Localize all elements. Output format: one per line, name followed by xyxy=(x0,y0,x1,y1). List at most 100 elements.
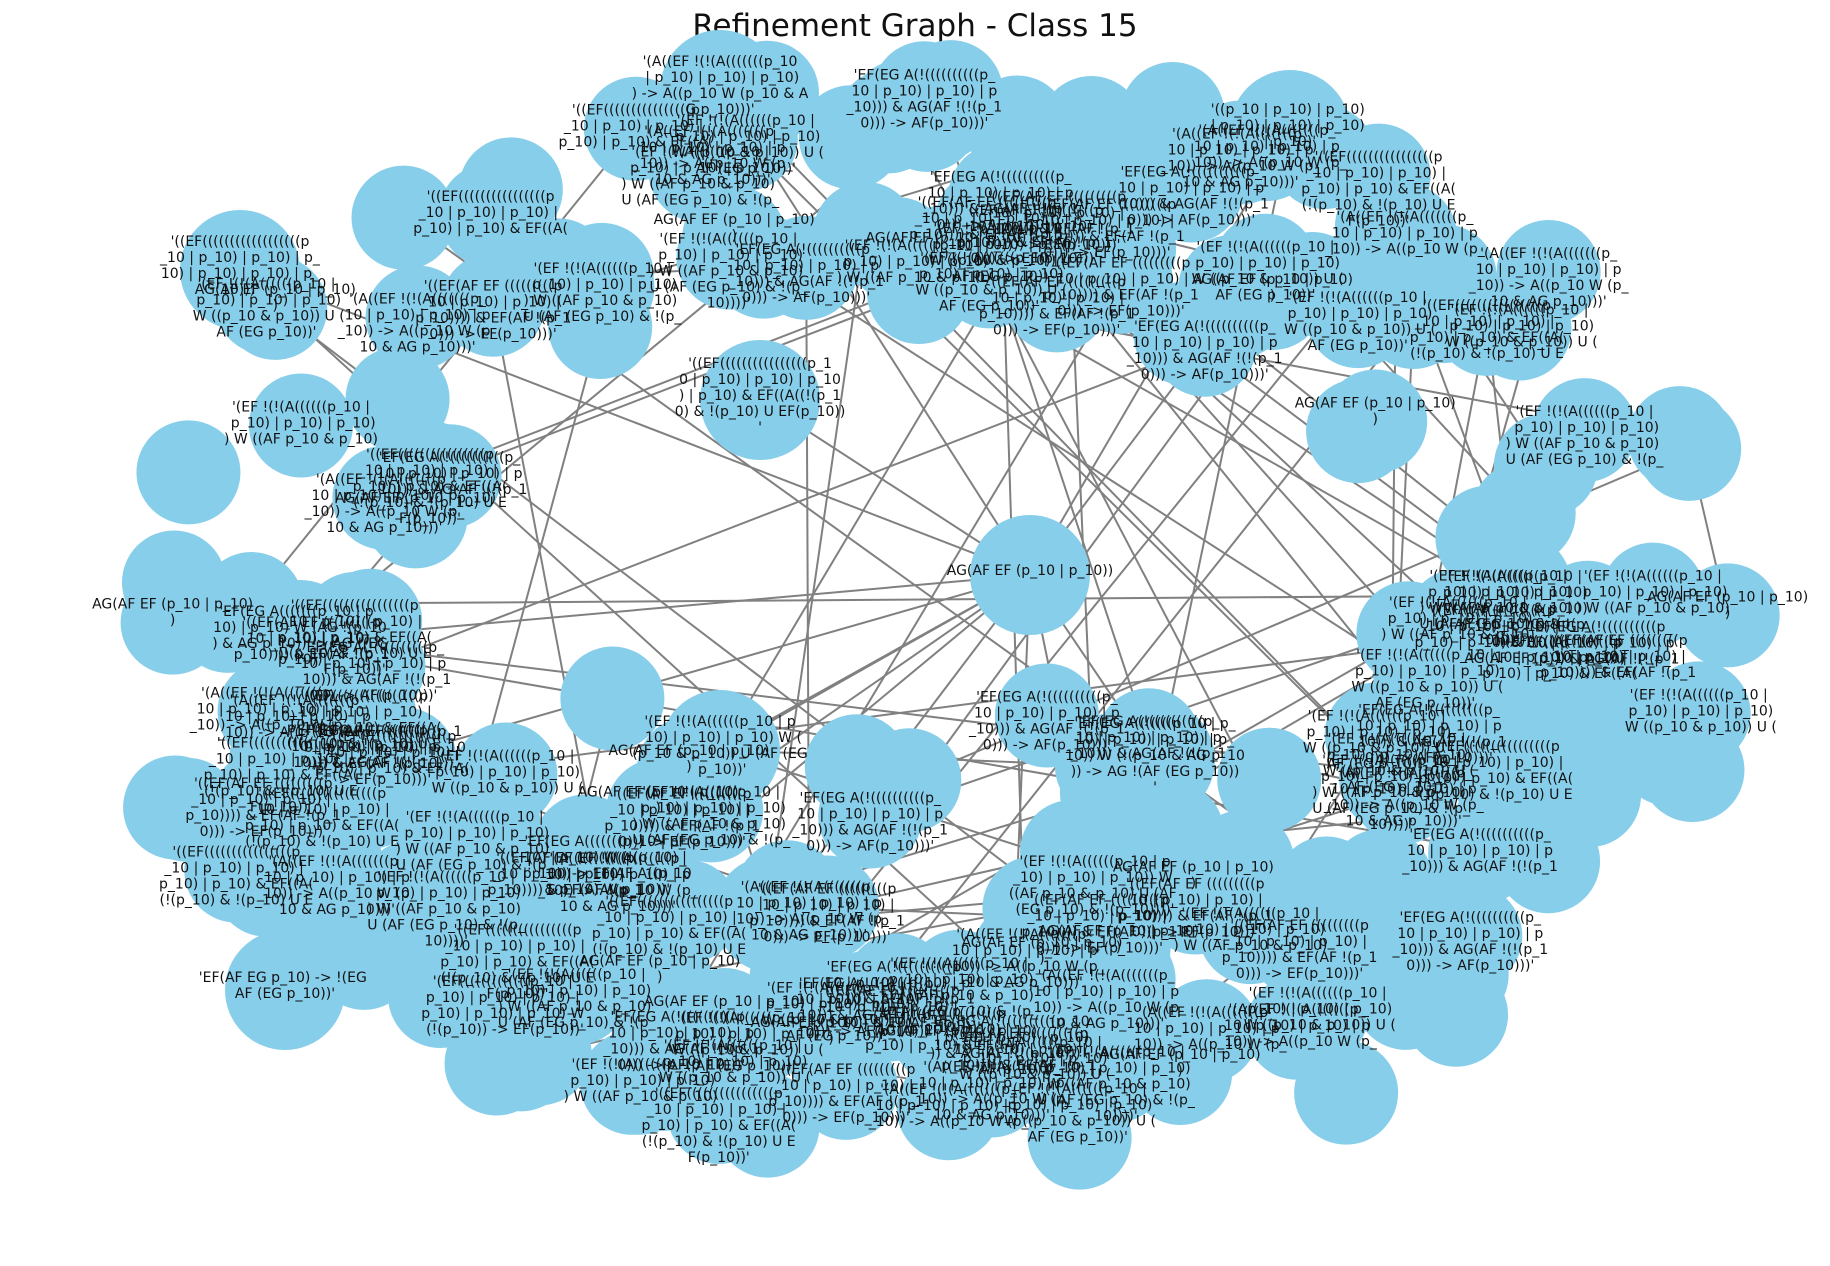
graph-node xyxy=(211,750,316,855)
node-label-clutter: '((EF(AF EF (((((((((p _10 | p_10) | p_10… xyxy=(1222,918,1378,982)
graph-node-n_upperleft xyxy=(180,210,300,330)
graph-node xyxy=(1213,213,1318,318)
node-label-clutter: '(EF !(!(A((((((p_10 | p_10) | p_10) | p… xyxy=(1239,985,1395,1033)
graph-node xyxy=(1245,975,1350,1080)
graph-node xyxy=(1004,163,1109,268)
node-label-clutter: AG(AF EF (p_10 | p_10)) xyxy=(1295,395,1456,427)
node-label-clutter: '(EF !(!(A((((((p_10 | p_10) | p_10) | p… xyxy=(1434,569,1593,649)
node-label-clutter: 'EF(EG A(!((((((((((p_ 10 | p_10) | p_10)… xyxy=(968,689,1125,753)
node-label-clutter: '(A((EF !(!(A(((((((p_ 10 | p_10) | p_10)… xyxy=(1216,1002,1378,1050)
node-label-clutter: '(A((EF !(!(A(((((((p_ 10 | p_10) | p_10)… xyxy=(256,854,418,918)
node-label-clutter: '(A((EF !(!(A(((((((p_ 10 | p_10) | p_10)… xyxy=(337,291,499,355)
graph-node xyxy=(580,1030,685,1135)
node-label-clutter: 'EF(EG A(!((((((((((p_ 10 | p_10) | p_10)… xyxy=(1401,827,1558,875)
node-label-clutter: '(A((EF !(!(A(((((((p_ 10 | p_10) | p_10)… xyxy=(728,879,890,943)
node-label-clutter: '(EF !(!(A((((((p_10 | p_10) | p_10) | p… xyxy=(1298,708,1454,772)
node-label-clutter: '((EF(AF EF (((((((((p _10 | p_10) | p_10… xyxy=(768,1062,924,1126)
graph-node-n_right1 xyxy=(1095,700,1215,820)
node-label-clutter: '((EF(AF EF (((((((((p _10 | p_10) | p_10… xyxy=(1117,877,1273,941)
node-label-clutter: 'EF(EG A(!((((((((((p_ 10 | p_10) | p_10)… xyxy=(371,450,528,498)
node-label-clutter: 'EF(EG A(!((((((((((p_ 10 | p_10) | p_10)… xyxy=(1126,319,1283,383)
node-label-clutter: '(EF !(!(A((((((p_10 | p_10) | p_10) | p… xyxy=(224,399,378,447)
node-label-clutter: '((EF(AF EF (((((((((p _10 | p_10) | p_10… xyxy=(1022,892,1178,956)
graph-node xyxy=(676,205,781,310)
node-label-clutter: '(A((EF !(!(A(((((((p_ 10 | p_10) | p_10)… xyxy=(632,124,794,188)
graph-node xyxy=(808,966,913,1071)
graph-node xyxy=(735,840,840,945)
node-label-clutter: '(EF !(!(A((((((p_10 | p_10) | p_10) | p… xyxy=(367,869,526,949)
node-label-n_mid2: 'EF(EG A(((((((p_10 | p_ 10) | p_10) W (!… xyxy=(518,834,691,898)
node-label-n_right1: 'EF(EG A(((((((p_10 | p_ 10) | p_10) | p_… xyxy=(1065,716,1245,796)
graph-node xyxy=(1328,829,1433,934)
node-label-clutter: '((EF((((((((((((((((p _10 | p_10) | p_10… xyxy=(1410,298,1565,362)
node-label-clutter: '((EF((((((((((((((((p _10 | p_10) | p_10… xyxy=(277,598,432,678)
graph-node xyxy=(351,165,456,270)
node-label-clutter: '(EF !(!(A((((((p_10 | p_10) | p_10) | p… xyxy=(1280,290,1436,354)
node-label-clutter: '(EF !(!(A((((((p_10 | p_10) | p_10) | p… xyxy=(1037,1045,1196,1125)
node-label-clutter: '((EF((((((((((((((((p _10 | p_10) | p_10… xyxy=(641,1086,796,1166)
node-label-n_lowleft: 'EF(AF EG p_10) -> !(EG AF (EG p_10))' xyxy=(199,970,372,1002)
node-layer xyxy=(120,30,1780,1190)
graph-node xyxy=(549,222,654,327)
node-label-clutter: '((EF((((((((((((((((p _10 | p_10) | p_10… xyxy=(1301,150,1456,230)
graph-node-n_mid2 xyxy=(545,810,665,930)
node-label-clutter: '(EF !(!(A((((((p_10 | p_10) | p_10) | p… xyxy=(880,956,1039,1036)
graph-node-n_leftmid xyxy=(240,580,360,700)
node-label-clutter: '(A((EF !(!(A(((((((p_ 10 | p_10) | p_10)… xyxy=(1186,123,1348,171)
node-label-clutter: '(A((EF !(!(A(((((((p_ 10 | p_10) | p_10)… xyxy=(537,851,699,915)
node-label-n_leftmid: 'EF(EG A(((((((p_10 | p_ 10) | p_10) W (A… xyxy=(212,604,388,668)
node-label-clutter: 'EF(EG A(!((((((((((p_ 10 | p_10) | p_10)… xyxy=(602,1010,759,1074)
graph-node xyxy=(436,818,541,923)
graph-node xyxy=(1071,927,1176,1032)
graph-node xyxy=(1535,560,1640,665)
node-label-clutter: '(EF !(!(A((((((p_10 | p_10) | p_10) | p… xyxy=(632,784,791,848)
node-label-clutter: '(EF !(!(A((((((p_10 | p_10) | p_10) | p… xyxy=(1441,303,1597,351)
node-label-clutter: '(EF !(!(A((((((p_10 | p_10) | p_10) | p… xyxy=(1000,1082,1156,1146)
node-label-clutter: AG(AF EF (p_10 | p_10)) xyxy=(876,1024,1037,1056)
node-label-clutter: '(EF !(!(A((((((p_10 | p_10) | p_10) | p… xyxy=(1381,595,1535,643)
graph-edge xyxy=(371,343,1206,669)
graph-node xyxy=(1139,138,1244,243)
node-label-layer: AG(AF EF (p_10 | p_10)) 'EF(EG A(((((((p_… xyxy=(92,54,1808,1166)
node-label-clutter: '(EF !(!(A((((((p_10 | p_10) | p_10) | p… xyxy=(649,231,808,311)
node-label-clutter: 'EF(EG A(!((((((((((p_ 10 | p_10) | p_10)… xyxy=(1112,165,1269,229)
node-label-clutter: 'EF(EG A(!((((((((((p_ 10 | p_10) | p_10)… xyxy=(791,976,948,1040)
node-label-clutter: '(EF !(!(A((((((p_10 | p_10) | p_10) | p… xyxy=(911,250,1067,314)
node-label-clutter: AG(AF EF (p_10 | p_10)) xyxy=(608,743,769,775)
node-label-clutter: '(EF !(!(A((((((p_10 | p_10) | p_10) | p… xyxy=(758,981,914,1045)
graph-node xyxy=(248,373,353,478)
node-label-clutter: '(EF !(!(A((((((p_10 | p_10) | p_10) | p… xyxy=(1620,687,1776,735)
node-label-n_right2: '(EF !(!(A((((((p_10 | p _10) | p_10) | p… xyxy=(1009,854,1181,918)
node-label-clutter: 'EF(EG A(!((((((((((p_ 10 | p_10) | p_10)… xyxy=(846,67,1003,131)
node-label-n_upperleft: '((EF((((((((((((((((((p _10 | p_10) | p_… xyxy=(159,234,321,298)
node-label-clutter: '((EF(AF EF (((((((((p _10 | p_10) | p_10… xyxy=(956,203,1112,267)
node-label-clutter: '(EF !(!(A((((((p_10 | p_10) | p_10) | p… xyxy=(655,1038,811,1086)
node-label-clutter: '((EF((((((((((((((((p _10 | p_10) | p_10… xyxy=(315,729,470,777)
node-label-clutter: '(EF !(!(A((((((p_10 | p_10) | p_10) | p… xyxy=(523,261,682,325)
graph-node xyxy=(818,764,923,869)
node-label-clutter: 'EF(EG A(!((((((((((p_ 10 | p_10) | p_10)… xyxy=(818,959,975,1007)
graph-node xyxy=(345,346,450,451)
graph-node-n_lowleft xyxy=(225,930,345,1050)
node-label-clutter: '(A((EF !(!(A(((((((p_ 10 | p_10) | p_10)… xyxy=(868,1082,1030,1130)
node-label-clutter: 'EF(EG A(!((((((((((p_ 10 | p_10) | p_10)… xyxy=(1070,714,1227,762)
node-label-clutter: '(EF !(!(A((((((p_10 | p_10) | p_10) | p… xyxy=(188,276,344,340)
node-label-clutter: '(EF !(!(A((((((p_10 | p_10) | p_10) | p… xyxy=(837,238,991,286)
node-label-clutter: '((EF(AF EF (((((((((p _10 | p_10) | p_10… xyxy=(488,851,644,899)
node-label-clutter: '(A((EF !(!(A(((((((p_ 10 | p_10) | p_10)… xyxy=(1323,766,1485,830)
node-label-n_bottomleft: '(EF(((((((((((((p_10 | p_10) | p_10) | … xyxy=(421,974,588,1038)
node-label-clutter: '(EF !(!(A((((((p_10 | p_10) | p_10) | p… xyxy=(395,809,554,873)
node-label-clutter: AG(AF EF (p_10 | p_10)) xyxy=(335,490,496,522)
graph-node xyxy=(1443,713,1548,818)
graph-node-n_upmid xyxy=(700,340,820,460)
node-label-clutter: '(A((EF !(!(A(((((((p_ 10 | p_10) | p_10)… xyxy=(944,927,1106,991)
node-label-n_topright: '((p_10 | p_10) | p_10) | p_10) | p_10) … xyxy=(1211,102,1369,150)
node-label-clutter: '(EF !(!(A((((((p_10 | p_10) | p_10) | p… xyxy=(497,967,656,1031)
node-label-clutter: '(EF !(!(A((((((p_10 | p_10) | p_10) | p… xyxy=(924,221,1080,285)
node-label-clutter: 'EF(EG A(!((((((((((p_ 10 | p_10) | p_10)… xyxy=(285,723,442,771)
graph-node-n_bottom xyxy=(950,990,1070,1110)
node-label-clutter: 'EF(EG A(!((((((((((p_ 10 | p_10) | p_10)… xyxy=(727,242,884,306)
graph-node xyxy=(1493,413,1598,518)
node-label-clutter: '((EF((((((((((((((((p _10 | p_10) | p_10… xyxy=(559,103,714,151)
node-label-clutter: '(EF !(!(A((((((p_10 | p_10) | p_10) | p… xyxy=(1187,240,1343,304)
